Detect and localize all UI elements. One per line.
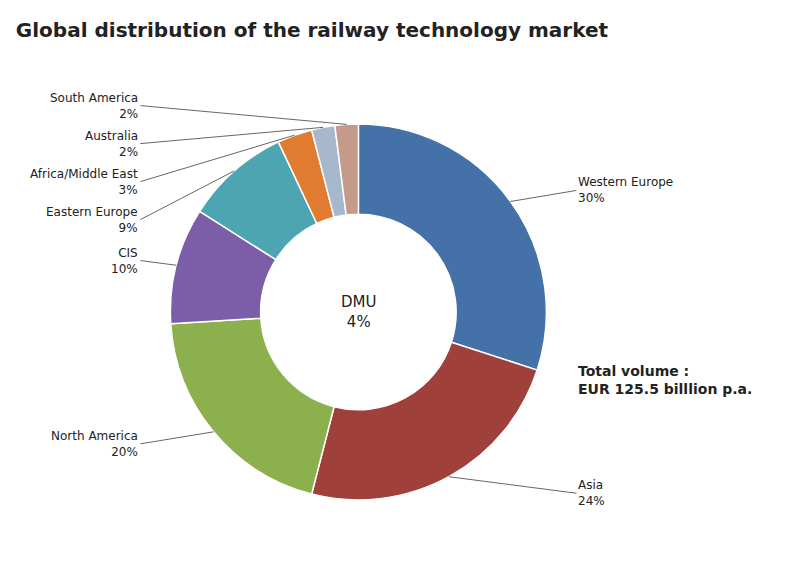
svg-text:CIS10%: CIS10% bbox=[111, 246, 138, 276]
svg-text:Global distribution of the rai: Global distribution of the railway techn… bbox=[16, 18, 609, 42]
svg-text:Western Europe30%: Western Europe30% bbox=[578, 175, 673, 205]
svg-text:South America2%: South America2% bbox=[50, 91, 138, 121]
svg-text:Eastern Europe9%: Eastern Europe9% bbox=[46, 205, 138, 235]
svg-text:Australia2%: Australia2% bbox=[85, 129, 138, 159]
svg-text:Asia24%: Asia24% bbox=[578, 478, 605, 508]
svg-text:Total volume :EUR 125.5 billli: Total volume :EUR 125.5 billlion p.a. bbox=[578, 363, 752, 397]
svg-text:North America20%: North America20% bbox=[51, 429, 138, 459]
svg-text:DMU4%: DMU4% bbox=[341, 293, 376, 331]
svg-text:Africa/Middle East3%: Africa/Middle East3% bbox=[30, 167, 138, 197]
